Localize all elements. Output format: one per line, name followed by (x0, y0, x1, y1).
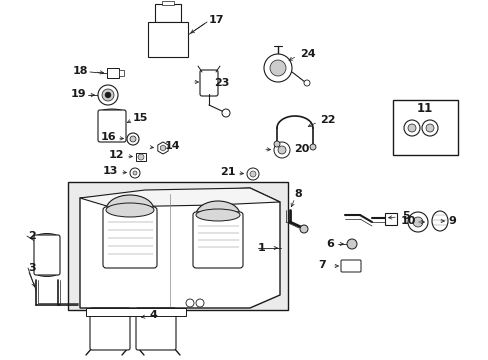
Text: 17: 17 (208, 15, 224, 25)
Circle shape (246, 168, 259, 180)
FancyBboxPatch shape (340, 260, 360, 272)
Circle shape (130, 136, 136, 142)
Ellipse shape (100, 109, 124, 115)
Circle shape (403, 120, 419, 136)
Text: 8: 8 (293, 189, 301, 199)
Text: 14: 14 (165, 141, 181, 151)
Text: 16: 16 (100, 132, 116, 142)
Circle shape (309, 144, 315, 150)
Bar (107, 68, 119, 78)
Circle shape (98, 85, 118, 105)
Circle shape (273, 141, 280, 147)
Polygon shape (80, 188, 280, 207)
Bar (119, 70, 124, 76)
FancyBboxPatch shape (200, 70, 218, 96)
Text: 20: 20 (294, 144, 309, 154)
Ellipse shape (106, 195, 154, 225)
Polygon shape (80, 188, 280, 308)
Ellipse shape (196, 201, 240, 229)
FancyBboxPatch shape (98, 110, 126, 142)
Circle shape (299, 225, 307, 233)
Text: 19: 19 (70, 89, 85, 99)
Text: 1: 1 (258, 243, 265, 253)
Bar (392, 100, 457, 155)
Circle shape (133, 171, 137, 175)
Circle shape (412, 217, 422, 227)
Text: 10: 10 (400, 216, 415, 226)
FancyBboxPatch shape (90, 308, 130, 350)
Ellipse shape (196, 209, 240, 221)
Text: 15: 15 (132, 113, 147, 123)
Ellipse shape (36, 270, 58, 276)
Circle shape (346, 239, 356, 249)
Bar (155, 4, 181, 22)
Text: 23: 23 (214, 78, 229, 88)
Text: 2: 2 (28, 231, 36, 241)
Circle shape (407, 124, 415, 132)
Circle shape (278, 146, 285, 154)
Circle shape (196, 299, 203, 307)
FancyBboxPatch shape (136, 308, 176, 350)
Text: 4: 4 (149, 310, 157, 320)
Circle shape (425, 124, 433, 132)
Ellipse shape (36, 234, 58, 240)
Text: 21: 21 (220, 167, 235, 177)
Text: 3: 3 (28, 263, 36, 273)
Bar (384, 213, 396, 225)
Circle shape (102, 89, 114, 101)
Text: 12: 12 (108, 150, 123, 160)
Circle shape (130, 168, 140, 178)
Circle shape (273, 142, 289, 158)
Circle shape (185, 299, 194, 307)
Circle shape (105, 92, 111, 98)
FancyBboxPatch shape (34, 235, 60, 275)
Circle shape (264, 54, 291, 82)
Text: 9: 9 (447, 216, 455, 226)
Circle shape (269, 60, 285, 76)
Circle shape (304, 80, 309, 86)
Text: 22: 22 (320, 115, 335, 125)
Text: 5: 5 (401, 211, 409, 221)
Bar (86, 308, 185, 316)
Text: 13: 13 (102, 166, 118, 176)
Circle shape (421, 120, 437, 136)
Text: 6: 6 (325, 239, 333, 249)
FancyBboxPatch shape (193, 212, 243, 268)
Ellipse shape (431, 211, 447, 231)
Text: 24: 24 (300, 49, 315, 59)
Circle shape (127, 133, 139, 145)
Text: 7: 7 (318, 260, 325, 270)
Bar (68, 182, 287, 310)
Circle shape (138, 154, 143, 160)
Bar (162, 1, 174, 5)
Bar (148, 22, 187, 57)
Ellipse shape (106, 203, 154, 217)
FancyBboxPatch shape (103, 207, 157, 268)
Text: 11: 11 (416, 102, 432, 114)
Circle shape (407, 212, 427, 232)
Text: 18: 18 (72, 66, 87, 76)
Circle shape (222, 109, 229, 117)
Circle shape (249, 171, 256, 177)
Bar (136, 153, 146, 161)
